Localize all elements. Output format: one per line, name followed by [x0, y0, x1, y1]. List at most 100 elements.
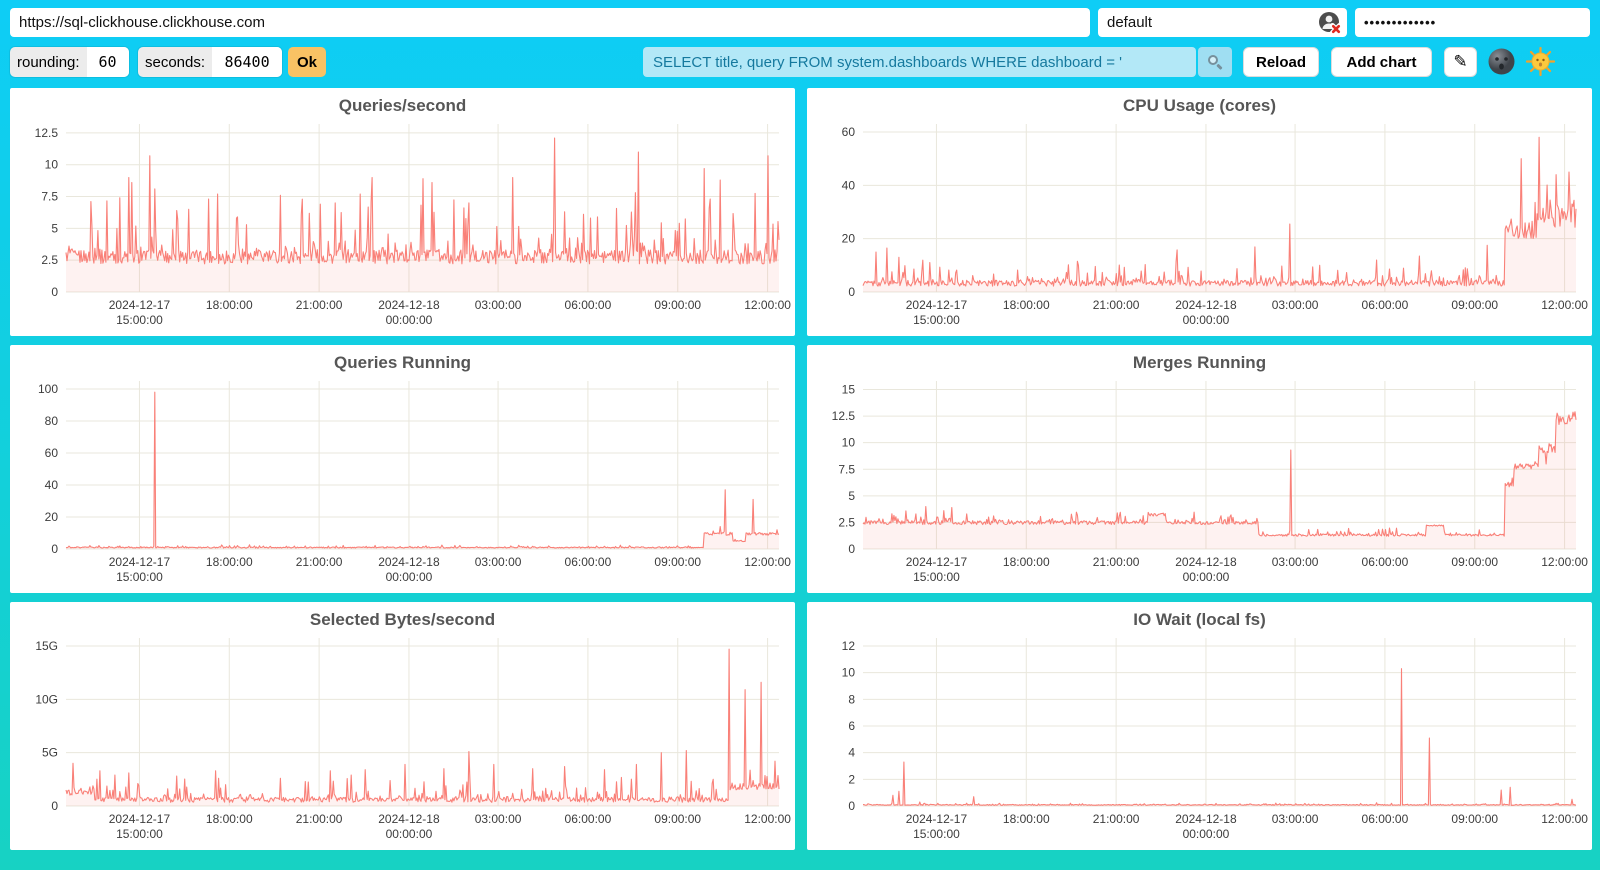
series-area [66, 392, 779, 549]
y-tick-label: 7.5 [838, 462, 855, 476]
reload-button[interactable]: Reload [1243, 47, 1319, 77]
x-tick-label: 06:00:00 [1362, 298, 1409, 312]
series-line [65, 137, 780, 265]
seconds-param-group: seconds: [138, 47, 283, 77]
y-tick-label: 6 [848, 719, 855, 733]
x-tick-label: 21:00:00 [1093, 555, 1140, 569]
y-tick-label: 0 [848, 542, 855, 556]
sun-face-icon [1525, 46, 1556, 77]
edit-button[interactable]: ✎ [1444, 47, 1477, 77]
x-tick-label: 18:00:00 [206, 298, 253, 312]
rounding-input[interactable] [86, 47, 129, 77]
y-tick-label: 0 [51, 542, 58, 556]
x-tick-label: 03:00:00 [1272, 555, 1319, 569]
y-tick-label: 100 [38, 382, 58, 396]
x-tick-label: 12:00:00 [744, 812, 791, 826]
y-tick-label: 0 [51, 799, 58, 813]
x-tick-label: 2024-12-18 [1175, 298, 1237, 312]
add-chart-button[interactable]: Add chart [1331, 47, 1432, 77]
x-tick-label: 21:00:00 [1093, 298, 1140, 312]
y-tick-label: 10 [842, 666, 856, 680]
y-tick-label: 15 [842, 383, 856, 397]
x-tick-label: 03:00:00 [1272, 812, 1319, 826]
password-input[interactable] [1355, 8, 1590, 37]
series-area [863, 668, 1576, 806]
x-tick-label: 00:00:00 [1183, 827, 1230, 841]
x-tick-label: 09:00:00 [1451, 298, 1498, 312]
chart-card: CPU Usage (cores) 0 20 40 60 2024-12-17 15:00:… [807, 88, 1592, 336]
x-tick-label: 06:00:00 [565, 298, 612, 312]
x-tick-label: 09:00:00 [654, 298, 701, 312]
series-line [65, 391, 780, 549]
y-tick-label: 4 [848, 746, 855, 760]
x-tick-label: 00:00:00 [1183, 570, 1230, 584]
y-tick-label: 2.5 [41, 253, 58, 267]
rounding-label: rounding: [17, 53, 80, 71]
series-line [65, 648, 780, 803]
charts-grid: Queries/second 0 2.5 5 7.5 10 12.5 2024-12-17 15… [10, 88, 1592, 850]
y-tick-label: 0 [51, 285, 58, 299]
y-tick-label: 10 [45, 158, 59, 172]
y-tick-label: 60 [45, 446, 59, 460]
x-tick-label: 2024-12-17 [906, 812, 968, 826]
dashboard-query-input[interactable] [643, 47, 1196, 77]
ok-button[interactable]: Ok [288, 47, 326, 77]
x-tick-label: 2024-12-18 [378, 298, 440, 312]
x-tick-label: 00:00:00 [1183, 313, 1230, 327]
series-line [862, 136, 1577, 287]
chart-card: Queries Running 0 20 40 60 80 100 2024-12-17 15:… [10, 345, 795, 593]
x-tick-label: 18:00:00 [206, 812, 253, 826]
light-theme-button[interactable] [1525, 46, 1556, 77]
y-tick-label: 15G [35, 639, 58, 653]
user-auth-error-icon [1319, 12, 1342, 35]
x-tick-label: 18:00:00 [1003, 812, 1050, 826]
series-line [863, 668, 1577, 806]
x-tick-label: 06:00:00 [1362, 555, 1409, 569]
x-tick-label: 15:00:00 [913, 570, 960, 584]
x-tick-label: 18:00:00 [1003, 555, 1050, 569]
x-tick-label: 21:00:00 [296, 812, 343, 826]
user-input[interactable] [1098, 8, 1347, 37]
y-tick-label: 5G [42, 746, 58, 760]
x-tick-label: 09:00:00 [1451, 555, 1498, 569]
chart-card: Merges Running 0 2.5 5 7.5 10 12.5 15 2024-12-17… [807, 345, 1592, 593]
y-tick-label: 80 [45, 414, 59, 428]
x-tick-label: 2024-12-18 [378, 812, 440, 826]
seconds-input[interactable] [212, 47, 283, 77]
x-tick-label: 21:00:00 [1093, 812, 1140, 826]
x-tick-label: 09:00:00 [654, 555, 701, 569]
x-tick-label: 12:00:00 [1541, 298, 1588, 312]
y-tick-label: 5 [848, 489, 855, 503]
rounding-param-group: rounding: [10, 47, 129, 77]
x-tick-label: 12:00:00 [1541, 812, 1588, 826]
server-url-input[interactable] [10, 8, 1090, 37]
x-tick-label: 21:00:00 [296, 298, 343, 312]
y-tick-label: 40 [842, 178, 856, 192]
dark-theme-button[interactable] [1487, 47, 1516, 76]
search-button[interactable] [1198, 47, 1232, 77]
y-tick-label: 5 [51, 221, 58, 235]
x-tick-label: 06:00:00 [565, 812, 612, 826]
x-tick-label: 12:00:00 [744, 298, 791, 312]
x-tick-label: 09:00:00 [1451, 812, 1498, 826]
x-tick-label: 00:00:00 [386, 313, 433, 327]
series-area [863, 137, 1576, 292]
x-tick-label: 18:00:00 [1003, 298, 1050, 312]
series-line [862, 411, 1577, 537]
y-tick-label: 10 [842, 436, 856, 450]
x-tick-label: 2024-12-17 [906, 555, 968, 569]
y-tick-label: 2.5 [838, 515, 855, 529]
x-tick-label: 15:00:00 [116, 313, 163, 327]
pencil-icon: ✎ [1453, 52, 1468, 71]
x-tick-label: 12:00:00 [1541, 555, 1588, 569]
x-tick-label: 2024-12-17 [109, 298, 171, 312]
x-tick-label: 00:00:00 [386, 827, 433, 841]
x-tick-label: 03:00:00 [475, 555, 522, 569]
y-tick-label: 2 [848, 772, 855, 786]
